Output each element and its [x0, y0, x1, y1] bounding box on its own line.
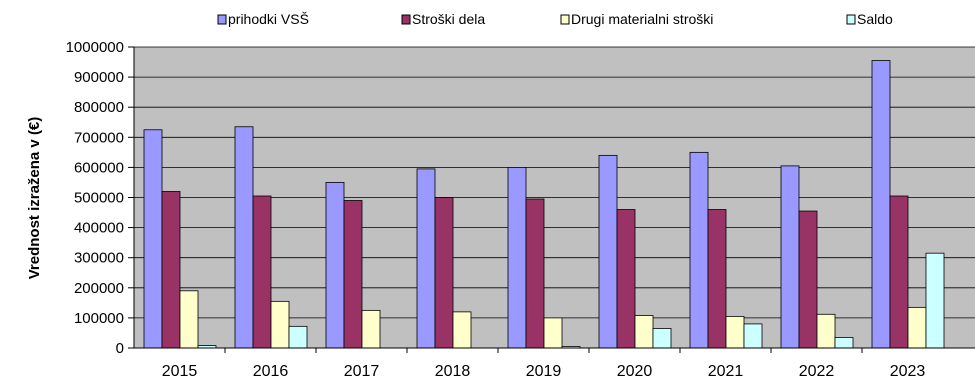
bar	[798, 210, 818, 349]
y-tick-label: 900000	[74, 69, 124, 86]
bar	[816, 313, 836, 349]
x-tick-label: 2015	[162, 363, 198, 380]
bar	[343, 200, 363, 349]
bar	[288, 325, 308, 349]
legend: prihodki VSŠ Stroški dela Drugi materialni…	[217, 11, 893, 27]
bars	[143, 60, 945, 349]
bar	[689, 151, 709, 349]
bar	[907, 306, 927, 349]
y-tick-label: 300000	[74, 250, 124, 267]
y-tick-label: 1000000	[66, 39, 124, 56]
bar	[270, 300, 290, 349]
legend-label: Stroški dela	[412, 11, 485, 27]
bar	[834, 337, 854, 349]
bar	[925, 252, 945, 349]
bar	[143, 129, 163, 349]
legend-swatch	[401, 14, 411, 25]
y-tick-label: 800000	[74, 99, 124, 116]
y-tick-label: 200000	[74, 280, 124, 297]
bar	[725, 315, 745, 349]
bar	[889, 195, 909, 349]
bar	[525, 198, 545, 349]
legend-swatch	[560, 14, 570, 25]
y-axis-label: Vrednost izražena v (€)	[26, 117, 43, 280]
bar	[507, 166, 527, 349]
bar	[707, 209, 727, 349]
bar	[234, 126, 254, 349]
bar	[325, 182, 345, 349]
x-tick-label: 2021	[708, 363, 744, 380]
bar	[161, 191, 181, 349]
bar	[634, 315, 654, 349]
bar	[452, 311, 472, 349]
legend-label: prihodki VSŠ	[228, 11, 309, 27]
bar	[616, 209, 636, 349]
y-tick-label: 400000	[74, 220, 124, 237]
legend-swatch	[846, 14, 856, 25]
x-tick-label: 2018	[435, 363, 471, 380]
x-tick-label: 2016	[253, 363, 289, 380]
x-tick-labels: 2015 2016 2017 2018 2019 2020 2021 2022 2023	[162, 348, 926, 380]
grid-lines	[134, 46, 975, 319]
bar	[743, 323, 763, 349]
bar	[652, 328, 672, 349]
y-tick-label: 600000	[74, 159, 124, 176]
y-tick-label: 500000	[74, 190, 124, 207]
y-tick-label: 0	[116, 340, 124, 357]
x-tick-label: 2022	[799, 363, 835, 380]
bar	[780, 165, 800, 349]
bar	[252, 195, 272, 349]
x-tick-label: 2019	[526, 363, 562, 380]
y-tick-label: 700000	[74, 129, 124, 146]
y-tick-label: 100000	[74, 310, 124, 327]
bar	[179, 290, 199, 349]
legend-label: Drugi materialni stroški	[571, 11, 713, 27]
bar	[598, 154, 618, 349]
x-tick-label: 2017	[344, 363, 380, 380]
x-tick-label: 2023	[890, 363, 926, 380]
bar	[543, 317, 563, 349]
legend-label: Saldo	[857, 11, 893, 27]
bar	[361, 309, 381, 349]
x-tick-label: 2020	[617, 363, 653, 380]
y-tick-labels: 0 100000 200000 300000 400000 500000 600000 700…	[66, 39, 134, 357]
bar	[434, 197, 454, 349]
bar	[416, 168, 436, 349]
legend-swatch	[217, 14, 227, 25]
bar	[871, 60, 891, 349]
